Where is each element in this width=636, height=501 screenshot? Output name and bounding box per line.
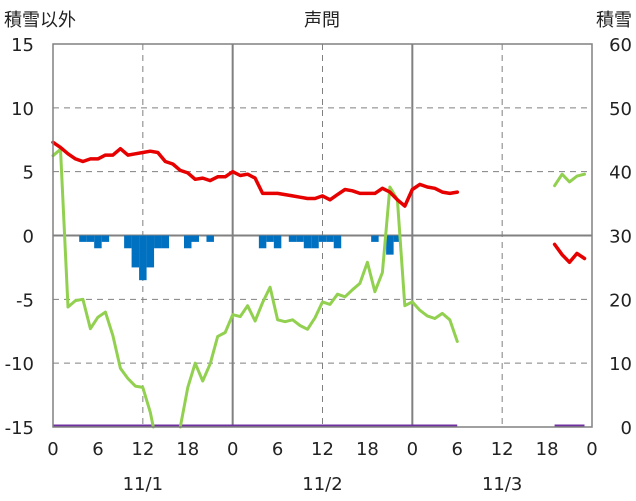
y-tick-label-right: 0 xyxy=(621,418,632,439)
precipitation-bar xyxy=(191,235,199,242)
x-tick-label: 18 xyxy=(176,439,199,460)
y-tick-label-left: 15 xyxy=(11,35,34,56)
precipitation-bar xyxy=(273,235,282,249)
precipitation-series xyxy=(79,235,402,281)
y-tick-label-left: -10 xyxy=(5,354,34,375)
precipitation-bar xyxy=(79,235,87,242)
x-tick-label: 6 xyxy=(272,439,283,460)
temperature-line xyxy=(51,140,460,208)
precipitation-bar xyxy=(101,235,110,242)
precipitation-bar xyxy=(184,235,192,249)
y-tick-label-right: 50 xyxy=(609,99,632,120)
x-tick-label: 18 xyxy=(536,439,559,460)
x-tick-label: 12 xyxy=(131,439,154,460)
temperature-line xyxy=(552,242,587,265)
precipitation-bar xyxy=(393,235,402,242)
x-tick-label: 12 xyxy=(311,439,334,460)
precipitation-bar xyxy=(146,235,155,268)
precipitation-bar xyxy=(131,235,140,268)
y-tick-label-left: 10 xyxy=(11,99,34,120)
precipitation-bar xyxy=(288,235,297,242)
precipitation-bar xyxy=(94,235,102,249)
precipitation-bar xyxy=(266,235,274,242)
y-tick-label-left: 0 xyxy=(23,227,34,248)
y-axis-right-label: 積雪 xyxy=(596,10,632,31)
snow-depth-line xyxy=(51,147,155,429)
precipitation-bar xyxy=(303,235,312,249)
x-axis-ticks: 0 6 12 18 0 6 12 18 0 6 12 18 0 xyxy=(47,439,597,460)
precipitation-bar xyxy=(296,235,304,242)
x-tick-label: 18 xyxy=(356,439,379,460)
precipitation-bar xyxy=(154,235,162,249)
x-tick-label: 0 xyxy=(586,439,597,460)
y-tick-label-left: -15 xyxy=(5,418,34,439)
precipitation-bar xyxy=(371,235,379,242)
y-tick-label-right: 60 xyxy=(609,35,632,56)
date-label: 11/3 xyxy=(482,474,522,495)
date-label: 11/2 xyxy=(302,474,342,495)
y-tick-label-right: 10 xyxy=(609,354,632,375)
precipitation-bar xyxy=(311,235,319,249)
chart-title: 声問 xyxy=(304,10,340,31)
y-axis-right-ticks: 60 50 40 30 20 10 0 xyxy=(609,35,632,439)
y-axis-left-label: 積雪以外 xyxy=(4,10,76,31)
precipitation-bar xyxy=(258,235,267,249)
precipitation-bar xyxy=(206,235,214,242)
precipitation-bar xyxy=(326,235,334,242)
precipitation-bar xyxy=(318,235,327,242)
x-tick-label: 0 xyxy=(227,439,238,460)
y-tick-label-left: -5 xyxy=(16,290,34,311)
precipitation-bar xyxy=(161,235,170,249)
date-labels: 11/1 11/2 11/3 xyxy=(123,474,523,495)
x-tick-label: 12 xyxy=(491,439,514,460)
y-tick-label-right: 20 xyxy=(609,290,632,311)
snow-depth-line xyxy=(553,172,586,188)
x-tick-label: 6 xyxy=(452,439,463,460)
precipitation-bar xyxy=(139,235,147,281)
precipitation-bar xyxy=(86,235,95,242)
plot-frame xyxy=(52,43,593,428)
snow-depth-line xyxy=(178,185,459,429)
y-tick-label-left: 5 xyxy=(23,163,34,184)
date-label: 11/1 xyxy=(123,474,163,495)
x-tick-label: 0 xyxy=(407,439,418,460)
y-axis-left-ticks: 15 10 5 0 -5 -10 -15 xyxy=(5,35,34,439)
precipitation-bar xyxy=(124,235,132,249)
precipitation-bar xyxy=(333,235,342,249)
line-series xyxy=(51,140,587,429)
y-tick-label-right: 40 xyxy=(609,163,632,184)
x-tick-label: 6 xyxy=(92,439,103,460)
y-tick-label-right: 30 xyxy=(609,227,632,248)
precipitation-bar xyxy=(386,235,394,255)
x-tick-label: 0 xyxy=(47,439,58,460)
